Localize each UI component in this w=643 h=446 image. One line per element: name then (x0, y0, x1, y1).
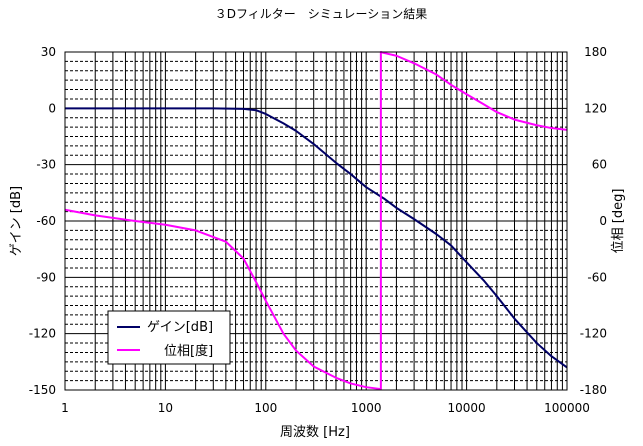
y-axis-label-left: ゲイン [dB] (9, 186, 24, 256)
series-layer (64, 51, 568, 391)
y-tick-label-right: -180 (580, 383, 607, 397)
x-tick-label: 1000 (351, 401, 382, 415)
y-axis-label-right: 位相 [deg] (611, 189, 626, 254)
x-tick-label: 10000 (448, 401, 486, 415)
legend-label-phase: 位相[度] (164, 343, 213, 359)
x-axis-label: 周波数 [Hz] (280, 425, 350, 440)
series-phase-line (64, 51, 568, 391)
y-tick-label-left: -30 (36, 158, 56, 172)
x-tick-label: 100000 (544, 401, 590, 415)
plot-border (64, 51, 568, 391)
y-tick-label-left: -120 (29, 327, 56, 341)
x-tick-label: 10 (158, 401, 173, 415)
y-tick-label-left: 0 (48, 101, 56, 115)
y-tick-label-right: -120 (580, 327, 607, 341)
legend-label-gain: ゲイン[dB] (147, 320, 213, 335)
y-tick-label-right: 120 (584, 101, 607, 115)
y-tick-label-left: -150 (29, 383, 56, 397)
y-tick-label-left: -90 (36, 270, 56, 284)
x-tick-label: 1 (61, 401, 69, 415)
legend: ゲイン[dB] 位相[度] (107, 310, 231, 365)
legend-box (107, 310, 231, 365)
y-tick-label-right: -60 (587, 270, 607, 284)
x-tick-label: 100 (254, 401, 277, 415)
y-tick-label-right: 60 (592, 158, 607, 172)
y-tick-label-right: 0 (599, 214, 607, 228)
tick-labels: 1 10 100 1000 10000 100000 30 0 -30 -60 -90 -120 -15… (29, 45, 607, 415)
y-tick-label-left: -60 (36, 214, 56, 228)
y-tick-label-left: 30 (41, 45, 56, 59)
y-tick-label-right: 180 (584, 45, 607, 59)
chart-title: ３Dフィルター シミュレーション結果 (215, 7, 428, 21)
series-gain-line (65, 107, 568, 369)
